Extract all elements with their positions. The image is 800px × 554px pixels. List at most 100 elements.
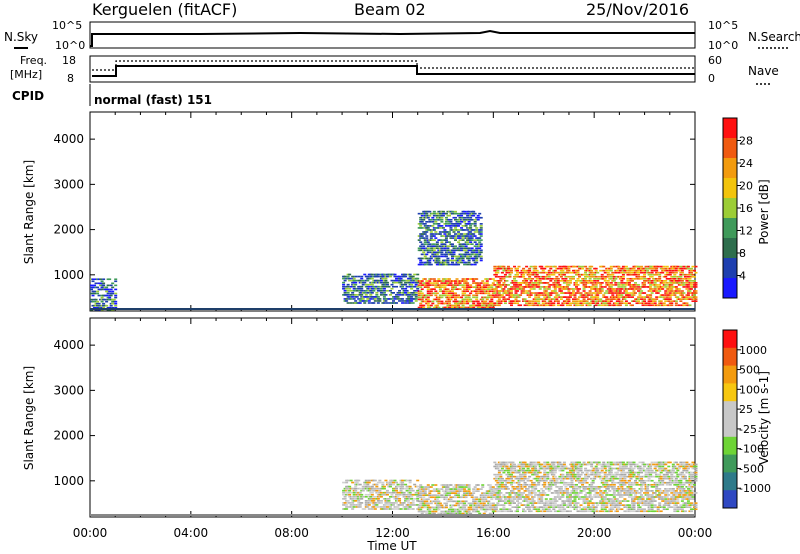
scatter-cell — [503, 469, 507, 472]
scatter-cell — [599, 475, 603, 478]
scatter-cell — [617, 282, 621, 284]
scatter-cell — [343, 495, 347, 498]
scatter-cell — [423, 486, 427, 488]
scatter-cell — [591, 486, 595, 488]
scatter-cell — [667, 288, 671, 290]
scatter-cell — [508, 292, 512, 294]
scatter-cell — [346, 302, 350, 304]
scatter-cell — [529, 280, 533, 282]
scatter-cell — [603, 271, 607, 274]
scatter-cell — [544, 271, 548, 274]
scatter-cell — [457, 235, 461, 237]
scatter-cell — [567, 265, 571, 268]
scatter-cell — [564, 490, 568, 492]
scatter-cell — [463, 484, 467, 486]
scatter-cell — [441, 294, 445, 297]
scatter-cell — [640, 298, 644, 300]
freq-tick-bottom: 8 — [67, 72, 74, 85]
scatter-cell — [417, 249, 421, 252]
scatter-cell — [506, 498, 510, 500]
scatter-cell — [537, 280, 541, 282]
scatter-cell — [534, 508, 538, 511]
scatter-cell — [585, 296, 589, 298]
scatter-cell — [556, 506, 560, 508]
scatter-cell — [649, 286, 653, 288]
scatter-cell — [490, 286, 494, 288]
scatter-cell — [440, 243, 444, 246]
scatter-cell — [425, 214, 429, 217]
scatter-cell — [491, 496, 495, 499]
scatter-cell — [419, 241, 423, 243]
scatter-cell — [614, 282, 618, 284]
scatter-cell — [547, 488, 551, 490]
scatter-cell — [626, 288, 630, 290]
scatter-cell — [494, 275, 498, 278]
scatter-cell — [594, 492, 598, 494]
scatter-cell — [541, 510, 545, 513]
scatter-cell — [653, 280, 657, 282]
scatter-cell — [354, 500, 358, 502]
scatter-cell — [426, 261, 430, 264]
scatter-cell — [423, 296, 427, 299]
scatter-cell — [457, 512, 461, 515]
scatter-cell — [372, 479, 376, 482]
scatter-cell — [541, 467, 545, 470]
scatter-cell — [385, 491, 389, 494]
scatter-cell — [549, 463, 553, 466]
scatter-cell — [393, 298, 397, 300]
scatter-cell — [390, 508, 394, 510]
scatter-cell — [694, 284, 698, 286]
scatter-cell — [579, 292, 583, 294]
scatter-cell — [497, 471, 501, 474]
scatter-cell — [369, 287, 373, 290]
scatter-cell — [441, 210, 445, 213]
scatter-cell — [623, 290, 627, 292]
scatter-cell — [691, 275, 695, 278]
scatter-cell — [491, 290, 495, 293]
scatter-cell — [516, 471, 520, 474]
scatter-cell — [496, 286, 500, 288]
scatter-cell — [500, 477, 504, 480]
scatter-cell — [608, 286, 612, 288]
scatter-cell — [496, 486, 500, 488]
scatter-cell — [390, 479, 394, 482]
scatter-cell — [351, 500, 355, 502]
scatter-cell — [358, 504, 362, 506]
scatter-cell — [379, 277, 383, 280]
scatter-cell — [446, 259, 450, 262]
scatter-cell — [581, 463, 585, 466]
scatter-cell — [532, 271, 536, 274]
scatter-cell — [659, 296, 663, 298]
scatter-cell — [522, 492, 526, 494]
scatter-cell — [526, 494, 530, 496]
scatter-cell — [469, 278, 473, 280]
scatter-cell — [579, 267, 583, 270]
scatter-cell — [435, 245, 439, 248]
scatter-cell — [438, 494, 442, 497]
scatter-cell — [402, 289, 406, 292]
scatter-cell — [519, 479, 523, 482]
scatter-cell — [532, 500, 536, 502]
scatter-cell — [596, 461, 600, 464]
scatter-cell — [502, 479, 506, 482]
scatter-cell — [346, 277, 350, 280]
scatter-cell — [692, 292, 696, 294]
scatter-cell — [677, 288, 681, 290]
scatter-cell — [555, 500, 559, 502]
scatter-cell — [505, 481, 509, 484]
scatter-cell — [425, 229, 429, 231]
scatter-cell — [538, 277, 542, 280]
scatter-cell — [402, 273, 406, 276]
scatter-cell — [478, 304, 482, 307]
scatter-cell — [564, 280, 568, 282]
scatter-cell — [659, 267, 663, 270]
scatter-cell — [562, 302, 566, 305]
scatter-cell — [564, 296, 568, 298]
scatter-cell — [584, 481, 588, 484]
scatter-cell — [531, 286, 535, 288]
scatter-cell — [556, 282, 560, 284]
scatter-cell — [393, 296, 397, 298]
scatter-cell — [550, 277, 554, 280]
scatter-cell — [419, 220, 423, 223]
scatter-cell — [553, 490, 557, 492]
